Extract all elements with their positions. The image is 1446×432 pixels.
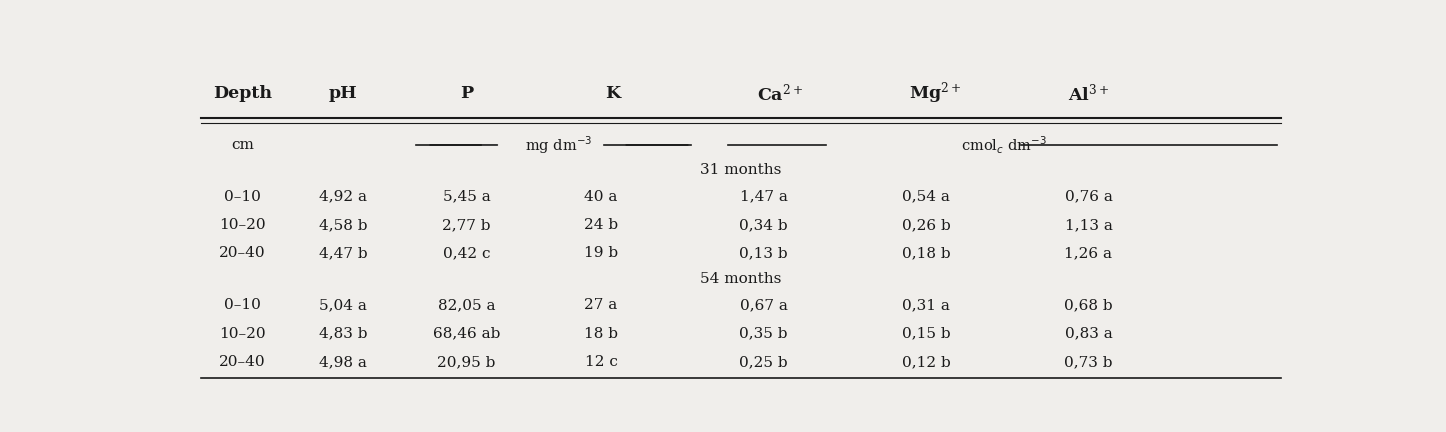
Text: cm: cm — [231, 138, 254, 152]
Text: 68,46 ab: 68,46 ab — [432, 327, 500, 340]
Text: Ca$^{2+}$: Ca$^{2+}$ — [758, 83, 804, 105]
Text: 0–10: 0–10 — [224, 190, 260, 203]
Text: 10–20: 10–20 — [220, 218, 266, 232]
Text: 0–10: 0–10 — [224, 299, 260, 312]
Text: 27 a: 27 a — [584, 299, 617, 312]
Text: mg dm$^{-3}$: mg dm$^{-3}$ — [525, 134, 593, 156]
Text: 0,12 b: 0,12 b — [902, 355, 950, 369]
Text: Depth: Depth — [213, 85, 272, 102]
Text: 0,42 c: 0,42 c — [442, 246, 490, 260]
Text: 40 a: 40 a — [584, 190, 617, 203]
Text: Al$^{3+}$: Al$^{3+}$ — [1067, 83, 1109, 105]
Text: 20–40: 20–40 — [220, 355, 266, 369]
Text: 10–20: 10–20 — [220, 327, 266, 340]
Text: 4,83 b: 4,83 b — [320, 327, 367, 340]
Text: 5,45 a: 5,45 a — [442, 190, 490, 203]
Text: 1,47 a: 1,47 a — [739, 190, 788, 203]
Text: K: K — [604, 85, 620, 102]
Text: 0,18 b: 0,18 b — [902, 246, 950, 260]
Text: 4,47 b: 4,47 b — [320, 246, 367, 260]
Text: 5,04 a: 5,04 a — [320, 299, 367, 312]
Text: 0,25 b: 0,25 b — [739, 355, 788, 369]
Text: 0,76 a: 0,76 a — [1064, 190, 1112, 203]
Text: 0,67 a: 0,67 a — [739, 299, 788, 312]
Text: 2,77 b: 2,77 b — [442, 218, 490, 232]
Text: P: P — [460, 85, 473, 102]
Text: 20,95 b: 20,95 b — [437, 355, 496, 369]
Text: 4,92 a: 4,92 a — [320, 190, 367, 203]
Text: 12 c: 12 c — [584, 355, 617, 369]
Text: 0,34 b: 0,34 b — [739, 218, 788, 232]
Text: 54 months: 54 months — [700, 272, 782, 286]
Text: 0,68 b: 0,68 b — [1064, 299, 1113, 312]
Text: 4,58 b: 4,58 b — [320, 218, 367, 232]
Text: 0,31 a: 0,31 a — [902, 299, 950, 312]
Text: 24 b: 24 b — [584, 218, 617, 232]
Text: 82,05 a: 82,05 a — [438, 299, 496, 312]
Text: 31 months: 31 months — [700, 163, 782, 177]
Text: 0,83 a: 0,83 a — [1064, 327, 1112, 340]
Text: 0,73 b: 0,73 b — [1064, 355, 1113, 369]
Text: 0,26 b: 0,26 b — [902, 218, 950, 232]
Text: 1,13 a: 1,13 a — [1064, 218, 1112, 232]
Text: 0,13 b: 0,13 b — [739, 246, 788, 260]
Text: 1,26 a: 1,26 a — [1064, 246, 1112, 260]
Text: cmol$_c$ dm$^{-3}$: cmol$_c$ dm$^{-3}$ — [962, 134, 1047, 156]
Text: pH: pH — [328, 85, 357, 102]
Text: 19 b: 19 b — [584, 246, 617, 260]
Text: 18 b: 18 b — [584, 327, 617, 340]
Text: 20–40: 20–40 — [220, 246, 266, 260]
Text: 0,35 b: 0,35 b — [739, 327, 788, 340]
Text: 4,98 a: 4,98 a — [320, 355, 367, 369]
Text: 0,54 a: 0,54 a — [902, 190, 950, 203]
Text: Mg$^{2+}$: Mg$^{2+}$ — [908, 80, 962, 106]
Text: 0,15 b: 0,15 b — [902, 327, 950, 340]
